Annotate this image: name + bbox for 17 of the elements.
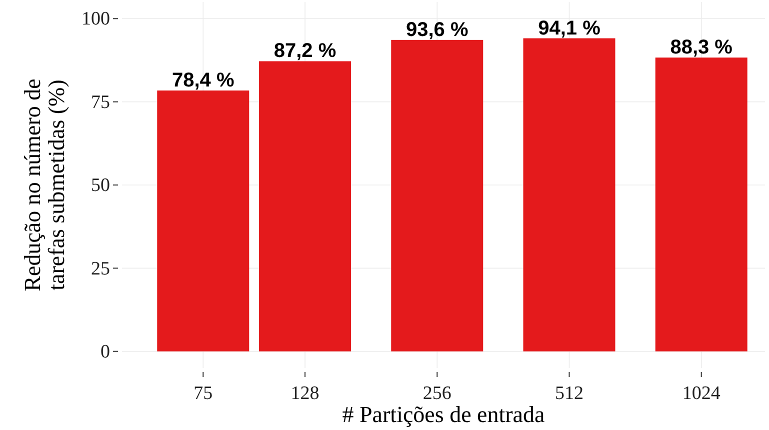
data-label: 94,1 % (538, 17, 601, 40)
y-tick-label: 50 (91, 175, 110, 196)
x-tick-label: 75 (194, 383, 213, 404)
x-tick-label: 256 (422, 383, 452, 404)
y-tick-label: 0 (100, 341, 110, 362)
data-label: 87,2 % (274, 40, 336, 62)
data-label: 78,4 % (172, 70, 234, 92)
data-label: 93,6 % (406, 18, 468, 41)
data-label: 88,3 % (670, 36, 733, 59)
x-tick-label: 128 (290, 383, 320, 404)
x-axis-title: # Partições de entrada (342, 402, 545, 427)
y-tick-label: 25 (91, 258, 110, 280)
y-tick-label: 100 (82, 8, 110, 30)
y-axis-title: Redução no número de tarefas submetidas (%) (20, 78, 70, 292)
x-tick-label: 1024 (682, 383, 721, 404)
y-tick-label: 75 (91, 92, 110, 113)
x-tick-label: 512 (554, 383, 584, 404)
